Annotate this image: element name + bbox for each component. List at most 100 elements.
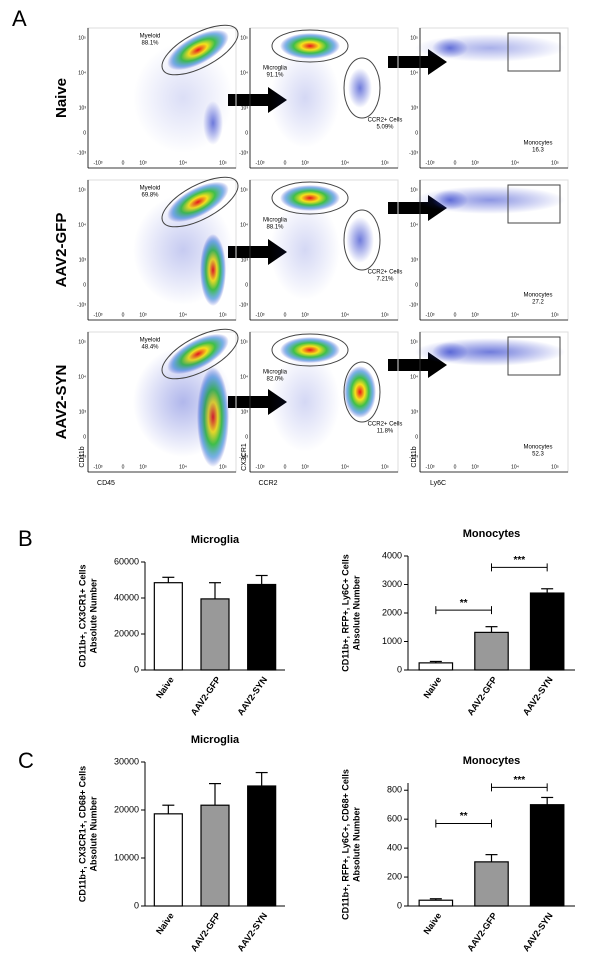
x-tick-label: 10⁵	[381, 160, 389, 166]
x-tick-label: 0	[454, 464, 457, 470]
x-tick-label: AAV2-GFP	[465, 675, 499, 717]
x-tick-label: 10³	[471, 160, 479, 166]
density-blob	[432, 38, 468, 58]
x-tick-label: AAV2-SYN	[521, 675, 555, 717]
density-halo	[270, 200, 340, 300]
y-tick-label: 10⁴	[240, 70, 248, 76]
gate-value: 48.4%	[141, 345, 159, 351]
density-halo	[133, 347, 233, 457]
gate-value: 88.1%	[141, 41, 159, 47]
gate	[507, 32, 561, 72]
y-tick-label: 10⁵	[78, 187, 86, 193]
y-tick-label: 20000	[114, 628, 139, 638]
gate-value: 27.2	[532, 300, 544, 306]
bar	[474, 631, 509, 671]
y-axis-label: CD11b+, RFP+, Ly6C+, CD68+ Cells	[340, 769, 350, 920]
y-tick-label: 200	[387, 871, 402, 881]
x-tick-label: 10⁵	[551, 160, 559, 166]
significance-label: **	[460, 811, 468, 822]
x-tick-label: -10³	[426, 160, 435, 166]
x-tick-label: -10³	[426, 312, 435, 318]
gate	[343, 57, 381, 119]
chart-title: Monocytes	[463, 755, 520, 767]
significance-label: ***	[513, 775, 525, 786]
y-tick-label: 0	[415, 282, 418, 288]
x-tick-label: Naive	[154, 675, 176, 700]
x-tick-label: 10⁴	[179, 312, 187, 318]
y-tick-label: 0	[415, 434, 418, 440]
gate	[161, 176, 239, 228]
y-tick-label: 30000	[114, 756, 139, 766]
x-tick-label: 10⁵	[381, 464, 389, 470]
y-tick-label: 0	[397, 664, 402, 674]
x-axis-label: Ly6C	[430, 480, 446, 487]
gate	[343, 361, 381, 423]
gate-name: Myeloid	[140, 34, 161, 40]
x-tick-label: 10⁴	[341, 312, 349, 318]
x-tick-label: 10⁴	[511, 312, 519, 318]
x-tick-label: AAV2-GFP	[189, 675, 223, 717]
chart-title: Microglia	[191, 734, 240, 746]
y-tick-label: 0	[245, 282, 248, 288]
x-tick-label: 10⁴	[341, 464, 349, 470]
x-tick-label: -10³	[426, 464, 435, 470]
y-tick-label: 10⁴	[78, 222, 86, 228]
y-tick-label: 0	[83, 282, 86, 288]
gate	[271, 181, 349, 215]
x-tick-label: AAV2-GFP	[189, 911, 223, 953]
bar	[247, 785, 277, 907]
y-tick-label: 0	[245, 434, 248, 440]
y-axis-label: Absolute Number	[351, 807, 361, 883]
y-tick-label: 10³	[411, 105, 419, 111]
y-axis-label: CX3CR1	[241, 443, 248, 471]
y-tick-label: 10⁵	[78, 339, 86, 345]
x-tick-label: 10⁴	[179, 464, 187, 470]
bar	[153, 813, 183, 907]
y-tick-label: 800	[387, 785, 402, 795]
x-tick-label: 10⁴	[511, 160, 519, 166]
panel-label: B	[18, 526, 33, 551]
y-tick-label: -10³	[77, 150, 86, 156]
x-tick-label: 0	[122, 160, 125, 166]
x-tick-label: 10³	[301, 464, 309, 470]
x-tick-label: 0	[122, 464, 125, 470]
density-blob	[432, 190, 468, 210]
y-axis-label: CD11b	[79, 446, 86, 467]
y-tick-label: -10³	[77, 454, 86, 460]
gate-value: 5.09%	[376, 125, 394, 131]
gate-name: CCR2+ Cells	[368, 422, 403, 428]
chart-title: Microglia	[191, 534, 240, 546]
gate-value: 7.21%	[376, 277, 394, 283]
y-axis-label: CD11b+, RFP+, Ly6C+ Cells	[340, 554, 350, 671]
x-tick-label: 10³	[301, 160, 309, 166]
x-tick-label: Naive	[421, 911, 443, 936]
x-tick-label: 10⁵	[219, 312, 227, 318]
density-blob	[432, 342, 468, 362]
bar	[153, 582, 183, 671]
x-tick-label: 10³	[301, 312, 309, 318]
y-tick-label: 10⁵	[240, 339, 248, 345]
panel-label: C	[18, 748, 34, 773]
x-tick-label: 10³	[471, 464, 479, 470]
x-tick-label: AAV2-SYN	[521, 911, 555, 953]
y-tick-label: 4000	[382, 550, 402, 560]
x-tick-label: 10⁵	[381, 312, 389, 318]
y-tick-label: 10⁵	[410, 339, 418, 345]
y-tick-label: 1000	[382, 636, 402, 646]
y-tick-label: 0	[83, 130, 86, 136]
gate-value: 69.8%	[141, 193, 159, 199]
bar	[200, 598, 230, 671]
gate-value: 91.1%	[266, 73, 284, 79]
y-tick-label: 10⁴	[78, 374, 86, 380]
y-tick-label: -10³	[409, 454, 418, 460]
y-tick-label: 20000	[114, 804, 139, 814]
y-tick-label: 10⁵	[240, 187, 248, 193]
y-tick-label: 0	[415, 130, 418, 136]
x-tick-label: 10⁵	[219, 160, 227, 166]
y-tick-label: 10³	[79, 105, 87, 111]
x-tick-label: AAV2-SYN	[235, 911, 269, 953]
x-tick-label: 10⁵	[551, 312, 559, 318]
gate	[271, 29, 349, 63]
density-halo	[270, 48, 340, 148]
gate-name: Monocytes	[523, 445, 552, 451]
